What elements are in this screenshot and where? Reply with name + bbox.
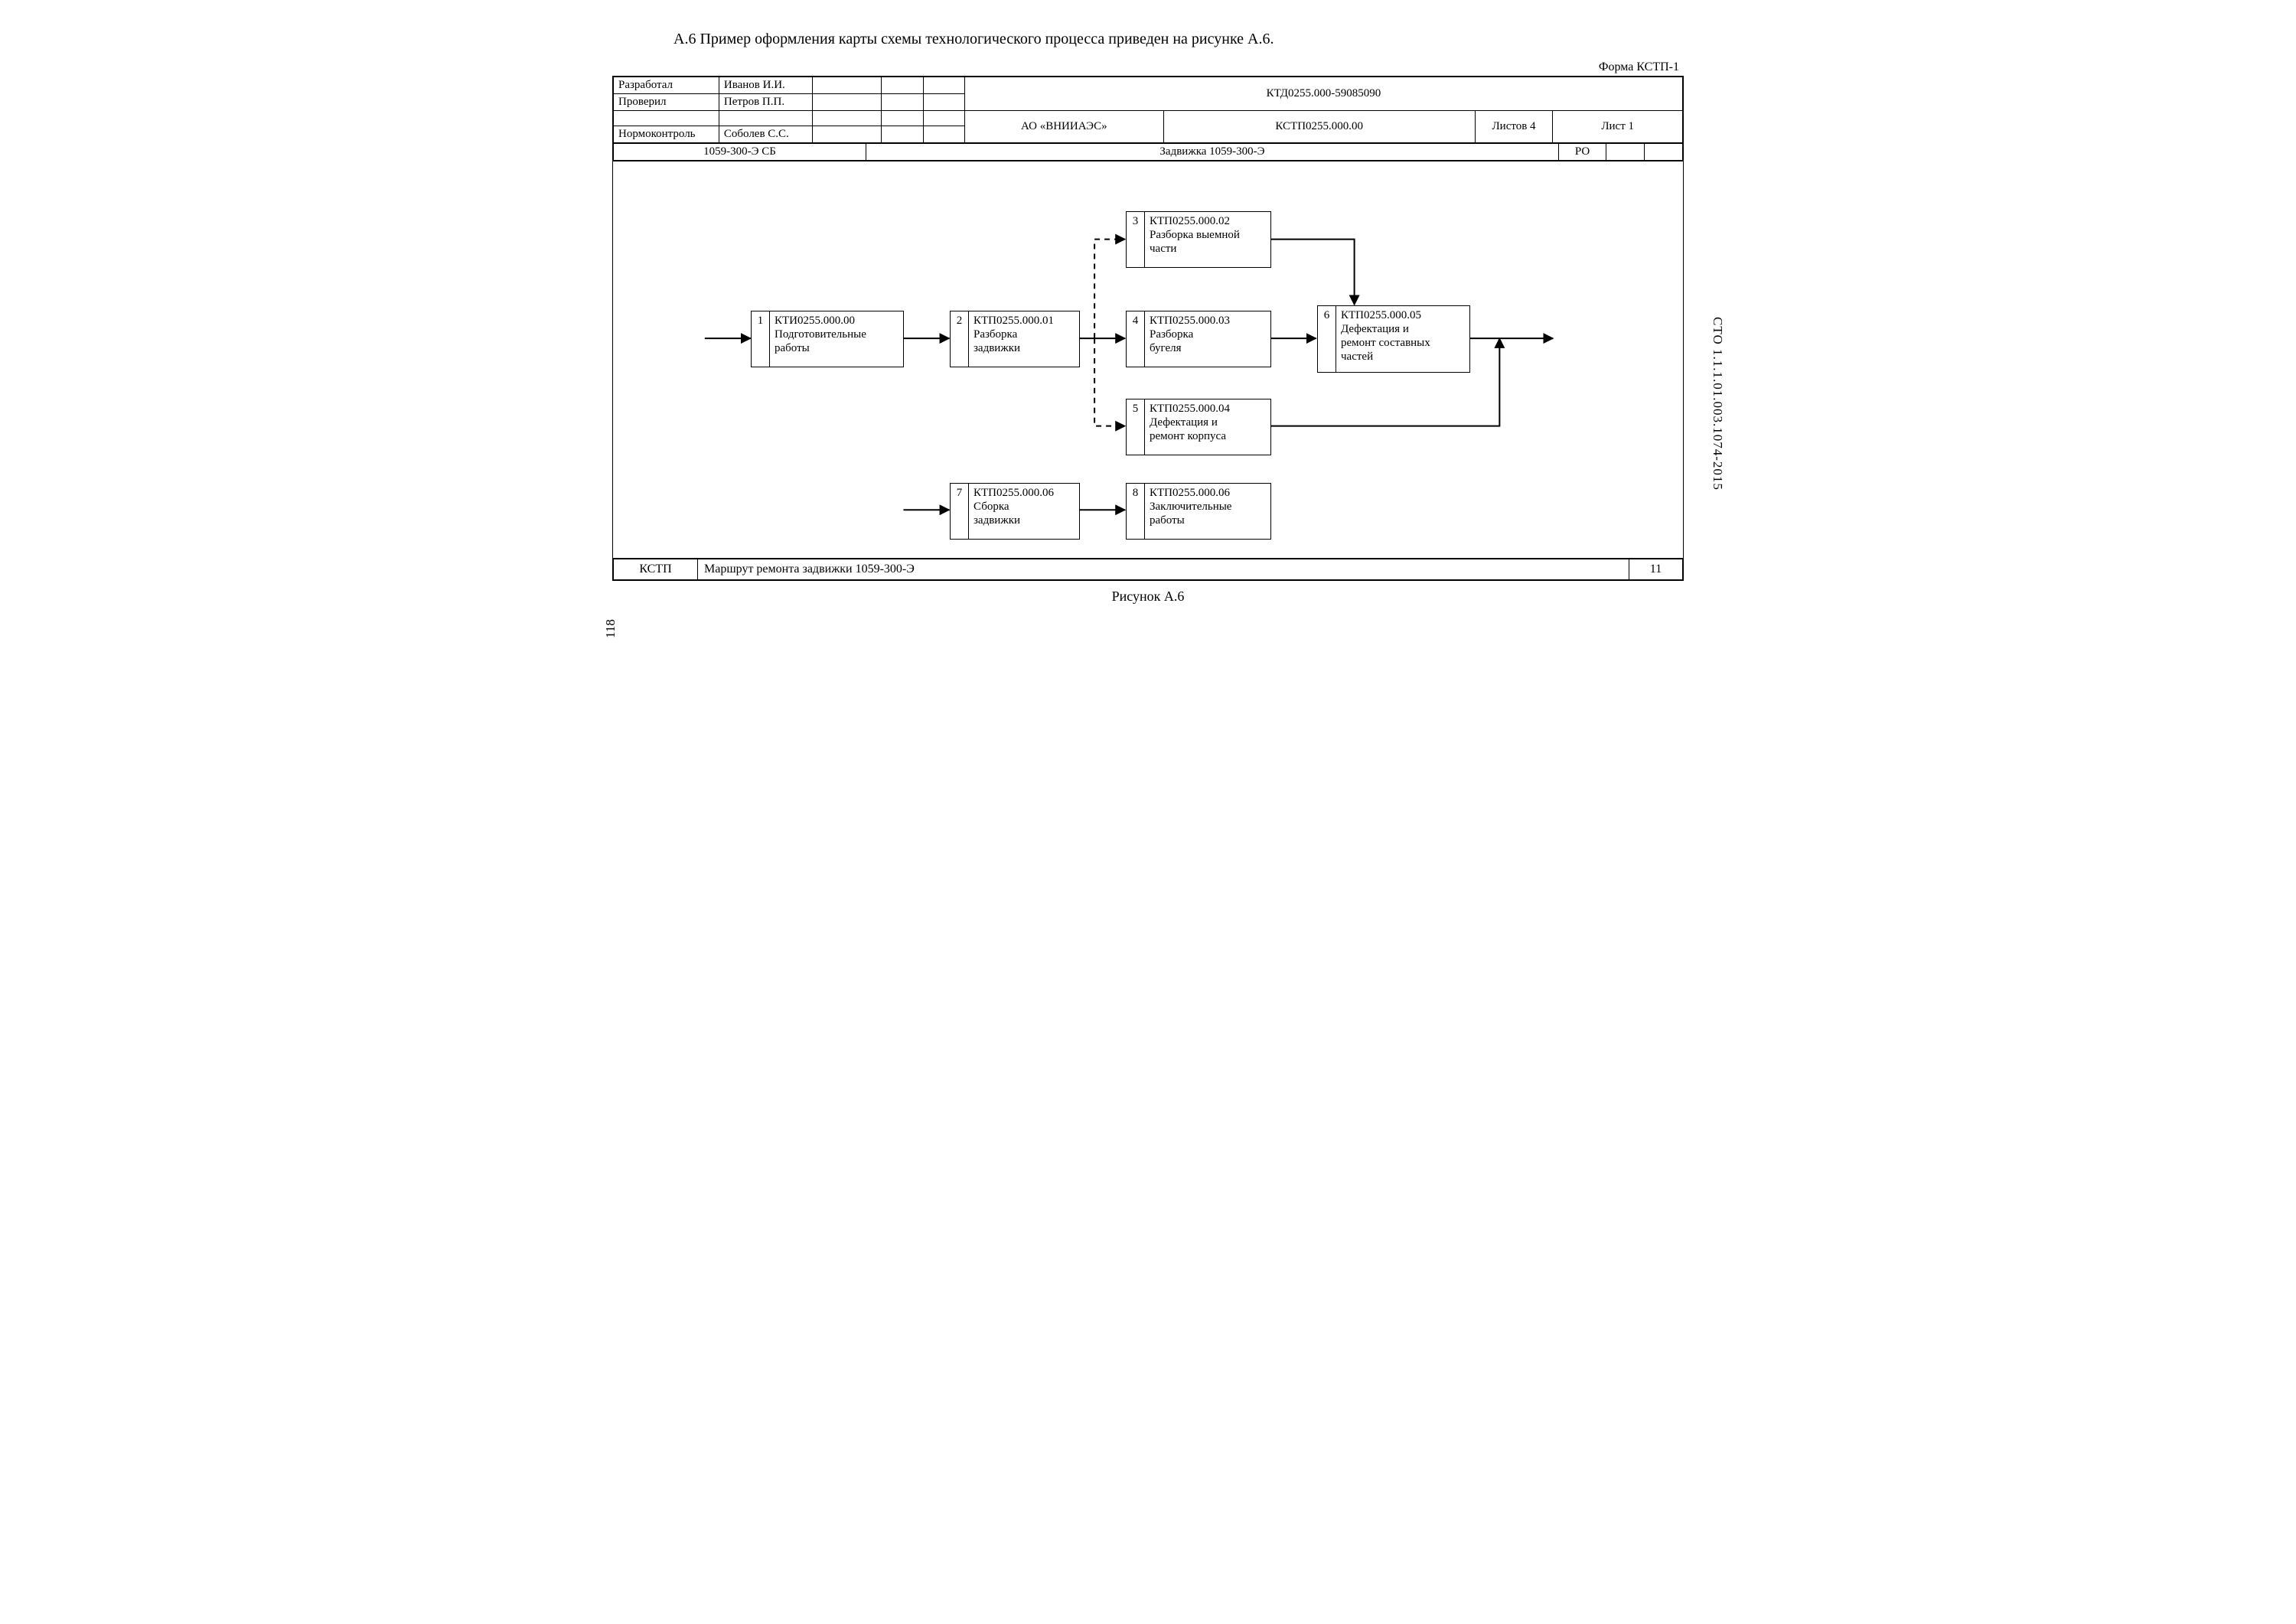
flow-node-text: КТП0255.000.04 Дефектация и ремонт корпу… — [1145, 399, 1270, 455]
form-frame: Разработал Иванов И.И. КТД0255.000-59085… — [612, 76, 1684, 581]
flow-node-text: КТП0255.000.03 Разборка бугеля — [1145, 311, 1270, 367]
dev-name: Иванов И.И. — [719, 77, 812, 94]
flow-node-text: КТП0255.000.02 Разборка выемной части — [1145, 212, 1270, 267]
drawing-code: 1059-300-Э СБ — [614, 144, 866, 161]
kstp-code: КСТП0255.000.00 — [1163, 111, 1475, 143]
flow-node-num: 2 — [951, 311, 969, 367]
footer-kstp: КСТП — [614, 559, 698, 580]
page: А.6 Пример оформления карты схемы технол… — [574, 0, 1722, 634]
ktd-code: КТД0255.000-59085090 — [964, 77, 1682, 111]
flow-node-num: 4 — [1127, 311, 1145, 367]
c-1-5 — [923, 77, 964, 94]
norm-label: Нормоконтроль — [614, 126, 719, 143]
footer-route: Маршрут ремонта задвижки 1059-300-Э — [698, 559, 1629, 580]
flow-node-text: КТП0255.000.01 Разборка задвижки — [969, 311, 1079, 367]
c-4-5 — [923, 126, 964, 143]
header-table: Разработал Иванов И.И. КТД0255.000-59085… — [613, 77, 1683, 143]
flow-node-4: 4КТП0255.000.03 Разборка бугеля — [1126, 311, 1271, 367]
standard-code: СТО 1.1.1.01.003.1074-2015 — [1710, 317, 1725, 491]
c-3-2 — [719, 111, 812, 126]
flow-node-text: КТП0255.000.06 Заключительные работы — [1145, 484, 1270, 539]
c-4-3 — [812, 126, 881, 143]
flow-node-1: 1КТИ0255.000.00 Подготовительные работы — [751, 311, 904, 367]
c-1-3 — [812, 77, 881, 94]
flow-node-num: 1 — [752, 311, 770, 367]
flow-node-text: КТИ0255.000.00 Подготовительные работы — [770, 311, 903, 367]
form-label: Форма КСТП-1 — [612, 60, 1679, 74]
check-label: Проверил — [614, 94, 719, 111]
flow-node-2: 2КТП0255.000.01 Разборка задвижки — [950, 311, 1080, 367]
sheet-num: Лист 1 — [1553, 111, 1683, 143]
flow-node-num: 3 — [1127, 212, 1145, 267]
flow-edge — [1094, 240, 1125, 339]
check-name: Петров П.П. — [719, 94, 812, 111]
flow-node-text: КТП0255.000.06 Сборка задвижки — [969, 484, 1079, 539]
c-3-5 — [923, 111, 964, 126]
flow-node-num: 8 — [1127, 484, 1145, 539]
c-r2-5 — [1645, 144, 1683, 161]
ro-label: РО — [1559, 144, 1606, 161]
header-row-2: 1059-300-Э СБ Задвижка 1059-300-Э РО — [613, 143, 1683, 161]
c-2-5 — [923, 94, 964, 111]
c-1-4 — [882, 77, 923, 94]
c-3-4 — [882, 111, 923, 126]
c-4-4 — [882, 126, 923, 143]
flow-node-text: КТП0255.000.05 Дефектация и ремонт соста… — [1336, 306, 1469, 372]
flow-node-3: 3КТП0255.000.02 Разборка выемной части — [1126, 211, 1271, 268]
c-3-1 — [614, 111, 719, 126]
c-3-3 — [812, 111, 881, 126]
page-number: 118 — [603, 619, 618, 638]
flow-node-5: 5КТП0255.000.04 Дефектация и ремонт корп… — [1126, 399, 1271, 455]
caption-top: А.6 Пример оформления карты схемы технол… — [673, 31, 1684, 48]
flow-node-num: 7 — [951, 484, 969, 539]
flow-node-6: 6КТП0255.000.05 Дефектация и ремонт сост… — [1317, 305, 1470, 373]
footer-table: КСТП Маршрут ремонта задвижки 1059-300-Э… — [613, 559, 1683, 580]
flow-node-num: 5 — [1127, 399, 1145, 455]
footer-num: 11 — [1629, 559, 1683, 580]
org-name: АО «ВНИИАЭС» — [964, 111, 1163, 143]
c-r2-4 — [1606, 144, 1645, 161]
norm-name: Соболев С.С. — [719, 126, 812, 143]
flow-node-7: 7КТП0255.000.06 Сборка задвижки — [950, 483, 1080, 540]
dev-label: Разработал — [614, 77, 719, 94]
sheets-count: Листов 4 — [1475, 111, 1553, 143]
caption-bottom: Рисунок А.6 — [612, 589, 1684, 605]
flowchart-area: 1КТИ0255.000.00 Подготовительные работы 2… — [613, 161, 1683, 559]
flow-edge — [1094, 338, 1125, 426]
flow-node-num: 6 — [1318, 306, 1336, 372]
item-name: Задвижка 1059-300-Э — [866, 144, 1559, 161]
flow-edge — [1270, 240, 1355, 305]
c-2-3 — [812, 94, 881, 111]
c-2-4 — [882, 94, 923, 111]
flow-node-8: 8КТП0255.000.06 Заключительные работы — [1126, 483, 1271, 540]
